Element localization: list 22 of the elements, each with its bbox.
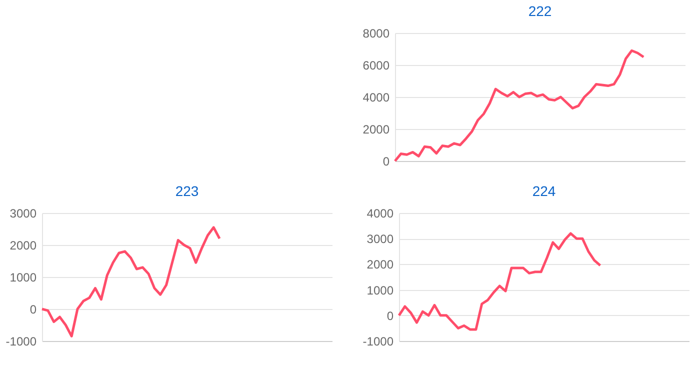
chart-title: 223: [175, 183, 199, 199]
y-tick-label: 2000: [362, 122, 390, 136]
y-tick-label: 0: [386, 308, 394, 323]
y-tick-label: 3000: [366, 232, 394, 246]
y-tick-label: 1000: [366, 283, 394, 298]
y-tick-label: -1000: [6, 334, 37, 348]
y-tick-label: 4000: [366, 206, 394, 220]
y-tick-label: 0: [30, 302, 37, 316]
y-tick-label: 1000: [10, 270, 37, 284]
y-tick-label: 4000: [362, 90, 390, 104]
y-tick-label: -1000: [362, 334, 394, 348]
y-tick-label: 6000: [362, 58, 390, 72]
y-tick-label: 2000: [10, 238, 37, 252]
chart-title: 224: [532, 183, 556, 199]
line-series: [40, 226, 221, 338]
y-tick-label: 0: [382, 154, 390, 168]
line-series: [394, 49, 645, 162]
y-tick-label: 3000: [10, 206, 37, 220]
y-tick-label: 2000: [366, 258, 394, 272]
y-tick-label: 8000: [362, 26, 390, 40]
chart-title: 222: [528, 3, 552, 19]
line-series: [398, 232, 602, 331]
